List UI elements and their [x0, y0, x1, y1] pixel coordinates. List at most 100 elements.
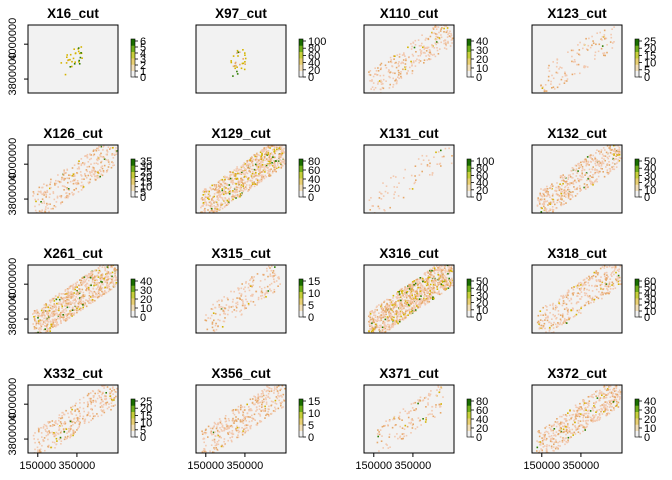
raster-cell	[269, 170, 271, 173]
raster-cell	[39, 338, 41, 340]
raster-cell	[280, 147, 283, 149]
raster-cell	[232, 75, 234, 77]
raster-cell	[215, 184, 217, 186]
raster-cell	[249, 163, 251, 165]
raster-cell	[217, 197, 219, 199]
raster-cell	[599, 284, 602, 286]
raster-cell	[34, 315, 37, 317]
raster-cell	[435, 269, 438, 272]
raster-cell	[445, 284, 448, 286]
raster-cell	[35, 310, 38, 312]
raster-cell	[112, 280, 114, 283]
raster-cell	[436, 49, 439, 52]
raster-cell	[382, 87, 385, 90]
raster-cell	[410, 299, 412, 302]
raster-cell	[383, 300, 386, 302]
raster-cell	[387, 304, 389, 307]
raster-cell	[590, 180, 592, 183]
raster-cell	[269, 147, 271, 149]
raster-cell	[246, 172, 249, 175]
raster-cell	[110, 265, 113, 267]
raster-cell	[428, 280, 430, 282]
raster-cell	[32, 337, 34, 339]
raster-cell	[433, 269, 436, 271]
raster-cell	[400, 296, 403, 298]
raster-cell	[268, 163, 270, 166]
raster-cell	[255, 157, 258, 160]
raster-cell	[555, 192, 558, 195]
raster-cell	[235, 197, 237, 199]
raster-cell	[273, 142, 275, 144]
raster-cell	[597, 172, 600, 174]
raster-cell	[380, 326, 382, 328]
raster-cell	[594, 162, 596, 165]
raster-cell	[209, 186, 211, 189]
raster-cell	[614, 266, 617, 268]
raster-cell	[262, 161, 264, 164]
raster-cell	[266, 292, 269, 294]
raster-cell	[390, 308, 393, 310]
raster-cell	[60, 195, 63, 197]
raster-cell	[594, 54, 596, 57]
raster-cell	[429, 268, 432, 271]
raster-cell	[426, 297, 429, 299]
raster-cell	[571, 73, 574, 76]
raster-cell	[591, 44, 593, 47]
raster-cell	[551, 206, 554, 208]
raster-cell	[604, 285, 606, 287]
raster-cell	[601, 266, 604, 268]
raster-cell	[444, 260, 446, 262]
raster-cell	[247, 177, 250, 179]
raster-cell	[65, 313, 67, 316]
raster-cell	[596, 273, 599, 276]
raster-cell	[231, 190, 234, 192]
raster-cell	[227, 309, 230, 312]
raster-cell	[445, 281, 447, 284]
raster-cell	[381, 86, 384, 89]
raster-cell	[614, 258, 616, 260]
raster-cell	[557, 185, 560, 188]
raster-cell	[451, 261, 453, 263]
raster-cell	[74, 286, 76, 288]
raster-cell	[568, 183, 571, 186]
raster-cell	[368, 73, 371, 76]
raster-cell	[95, 288, 98, 290]
raster-cells	[60, 46, 83, 76]
raster-cell	[605, 283, 608, 285]
raster-cell	[427, 284, 429, 286]
raster-cell	[382, 182, 384, 184]
raster-cell	[72, 182, 75, 185]
raster-cell	[264, 159, 266, 162]
raster-cell	[397, 195, 400, 197]
raster-cell	[410, 289, 412, 292]
panel-title: X261_cut	[43, 246, 103, 261]
raster-cell	[549, 201, 552, 204]
raster-cell	[100, 295, 103, 297]
raster-cell	[232, 65, 235, 68]
raster-cell	[93, 281, 96, 284]
raster-cell	[65, 293, 67, 295]
raster-cell	[240, 170, 243, 172]
raster-cell	[443, 288, 445, 291]
raster-cell	[115, 153, 118, 155]
raster-cell	[558, 189, 561, 192]
raster-cell	[203, 198, 205, 201]
raster-cell	[388, 319, 390, 322]
raster-cell	[202, 194, 205, 196]
raster-cell	[82, 306, 84, 309]
raster-cell	[384, 331, 386, 333]
raster-cell	[98, 289, 100, 291]
raster-cell	[418, 303, 420, 305]
raster-cell	[33, 316, 35, 318]
raster-cell	[250, 300, 252, 303]
raster-cell	[202, 202, 205, 204]
raster-cell	[101, 275, 103, 278]
raster-cell	[226, 203, 229, 206]
raster-cell	[98, 269, 101, 272]
raster-cell	[267, 275, 269, 278]
raster-cell	[271, 145, 274, 147]
raster-cell	[211, 184, 213, 187]
raster-cell	[115, 261, 117, 263]
raster-cell	[52, 315, 55, 318]
raster-cell	[225, 187, 227, 189]
